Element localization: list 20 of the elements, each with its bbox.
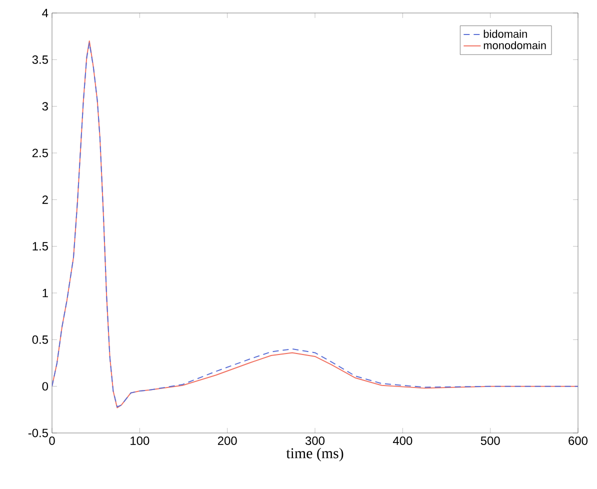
x-tick-label: 400: [392, 436, 412, 445]
x-tick-label: 100: [130, 436, 150, 445]
y-tick-label: 3: [42, 102, 48, 111]
y-tick-label: -0.5: [28, 428, 48, 438]
y-tick-label: 2: [42, 195, 48, 204]
x-tick-label: 600: [568, 436, 588, 445]
x-tick-label: 200: [218, 436, 237, 445]
y-tick-label: 3.5: [32, 55, 48, 64]
y-tick-label: 0: [42, 382, 48, 391]
x-tick-label: 0: [49, 436, 55, 445]
x-tick-label: 300: [305, 436, 325, 445]
y-tick-label: 2.5: [32, 148, 48, 158]
legend-label: monodomain: [484, 41, 546, 50]
legend-label: bidomain: [484, 30, 527, 38]
y-tick-label: 4: [42, 8, 48, 18]
y-tick-label: 0.5: [32, 335, 48, 344]
x-axis-title: time (ms): [286, 448, 344, 462]
x-tick-label: 500: [480, 436, 500, 445]
y-tick-label: 1: [42, 288, 48, 298]
y-tick-label: 1.5: [32, 242, 48, 250]
